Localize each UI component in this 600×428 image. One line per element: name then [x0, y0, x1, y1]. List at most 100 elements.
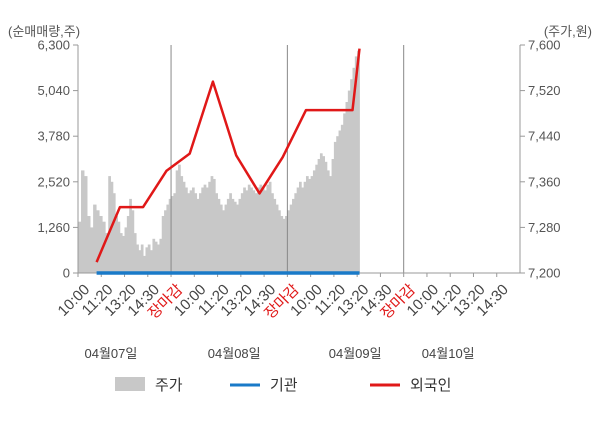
price-bar	[319, 153, 323, 273]
price-bar	[182, 181, 186, 273]
price-bar	[331, 159, 335, 273]
left-tick-label: 0	[63, 266, 70, 281]
price-bar	[266, 184, 270, 273]
price-bar	[268, 181, 272, 273]
price-bar	[87, 216, 91, 273]
legend: 주가 기관 외국인	[115, 377, 451, 394]
price-bar	[308, 178, 312, 273]
price-bar	[287, 210, 291, 273]
price-bar	[189, 190, 193, 273]
date-label: 04월07일	[84, 346, 137, 361]
price-bar	[159, 238, 163, 273]
price-bar	[168, 198, 172, 273]
legend-swatch-price	[115, 377, 145, 391]
price-bar	[81, 170, 85, 273]
price-bar	[133, 233, 137, 273]
price-bar	[154, 241, 158, 273]
price-bar	[152, 238, 156, 273]
price-bar	[350, 79, 353, 273]
price-bar	[208, 181, 211, 273]
price-bar	[238, 198, 242, 273]
right-tick-label: 7,440	[528, 129, 561, 144]
right-axis-unit: (주가,원)	[544, 24, 592, 39]
price-bar	[180, 176, 184, 273]
price-bar	[324, 161, 328, 273]
price-bar	[354, 56, 358, 274]
price-bar	[257, 187, 260, 273]
price-bar	[222, 210, 225, 273]
price-bar	[333, 141, 337, 273]
price-bar	[143, 255, 146, 273]
price-bar	[108, 176, 111, 273]
price-bar	[229, 193, 232, 273]
price-bar	[322, 156, 325, 273]
price-bar	[231, 198, 235, 273]
price-bar	[136, 244, 139, 273]
price-bar	[217, 198, 221, 273]
price-bar	[145, 247, 149, 273]
series-line-foreign	[95, 48, 361, 263]
left-axis-unit: (순매매량,주)	[8, 24, 80, 39]
price-bar	[131, 210, 135, 273]
legend-label: 외국인	[410, 377, 451, 394]
price-bar	[93, 204, 97, 273]
right-tick-label: 7,280	[528, 220, 561, 235]
price-bar	[357, 50, 360, 274]
price-bar	[271, 193, 274, 273]
price-bar	[352, 67, 356, 273]
price-bar	[310, 176, 314, 273]
price-bar	[178, 164, 181, 273]
price-bar	[119, 233, 123, 273]
price-bar	[219, 204, 223, 273]
price-bar	[171, 196, 174, 273]
price-bar	[96, 210, 100, 273]
price-bar	[285, 216, 288, 273]
price-bar	[273, 198, 277, 273]
price-bar	[115, 216, 118, 273]
price-bar	[166, 204, 170, 273]
left-tick-label: 6,300	[37, 38, 70, 53]
price-bar	[250, 187, 253, 273]
price-bar	[191, 187, 195, 273]
price-bar	[240, 193, 244, 273]
price-bar	[275, 204, 279, 273]
price-bar	[343, 113, 346, 274]
right-tick-label: 7,360	[528, 174, 561, 189]
price-bar	[164, 210, 167, 273]
price-bar	[312, 170, 316, 273]
price-bar	[254, 193, 258, 273]
price-bar	[292, 198, 295, 273]
price-bar	[129, 198, 132, 273]
price-bar	[329, 176, 332, 273]
price-bar	[150, 250, 153, 273]
price-bar	[245, 190, 249, 273]
price-bar	[301, 187, 305, 273]
price-bar	[161, 216, 165, 273]
price-bar	[233, 201, 237, 273]
price-bar	[105, 233, 109, 273]
price-bar	[264, 190, 267, 273]
price-bar	[90, 227, 94, 273]
price-bar	[305, 176, 309, 273]
price-bar	[247, 184, 251, 273]
price-bar	[315, 164, 319, 273]
price-bar	[212, 178, 216, 273]
price-bar	[205, 187, 209, 273]
legend-label: 기관	[270, 377, 298, 394]
price-bar	[147, 244, 151, 273]
left-tick-label: 1,260	[37, 220, 70, 235]
price-bar	[336, 136, 339, 273]
price-bar	[280, 216, 284, 273]
price-bar	[282, 218, 286, 273]
right-tick-label: 7,600	[528, 38, 561, 53]
price-bar	[196, 198, 200, 273]
day-divider-layer	[170, 45, 405, 273]
date-label: 04월10일	[422, 346, 475, 361]
price-bar	[215, 193, 218, 273]
left-tick-label: 3,780	[37, 129, 70, 144]
price-bar	[203, 184, 207, 273]
price-bar	[138, 250, 142, 273]
price-bar	[78, 221, 82, 273]
price-bar	[224, 204, 228, 273]
